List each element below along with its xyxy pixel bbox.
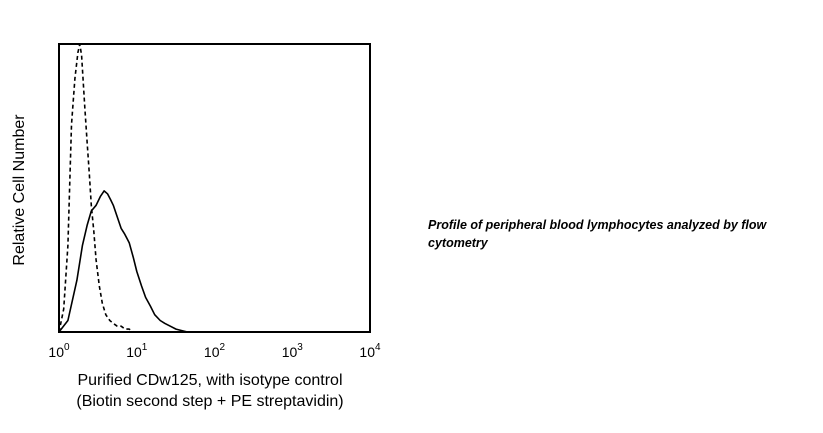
x-tick-exponent: 1 (142, 342, 148, 353)
x-axis-ticks: 100 101 102 103 104 (48, 342, 381, 360)
plot-marks (58, 43, 188, 333)
x-tick-exponent: 2 (220, 342, 226, 353)
x-tick-exponent: 3 (297, 342, 303, 353)
x-axis-title-line-1: Purified CDw125, with isotype control (77, 372, 342, 389)
x-tick-label: 101 (126, 342, 148, 360)
x-tick-exponent: 4 (375, 342, 381, 353)
x-tick-base: 10 (359, 344, 375, 360)
isotype-control-curve (58, 43, 134, 333)
plot-frame (58, 43, 371, 333)
x-tick-label: 102 (204, 342, 226, 360)
x-tick-label: 104 (359, 342, 381, 360)
x-tick-base: 10 (282, 344, 298, 360)
x-tick-label: 103 (282, 342, 304, 360)
x-axis-title-line-2: (Biotin second step + PE streptavidin) (76, 393, 343, 410)
x-tick-label: 100 (48, 342, 70, 360)
figure-caption: Profile of peripheral blood lymphocytes … (428, 218, 767, 250)
x-tick-base: 10 (126, 344, 142, 360)
x-tick-exponent: 0 (64, 342, 70, 353)
x-tick-base: 10 (48, 344, 64, 360)
cdw125-curve (58, 190, 188, 333)
x-tick-base: 10 (204, 344, 220, 360)
y-axis-title: Relative Cell Number (11, 114, 28, 266)
